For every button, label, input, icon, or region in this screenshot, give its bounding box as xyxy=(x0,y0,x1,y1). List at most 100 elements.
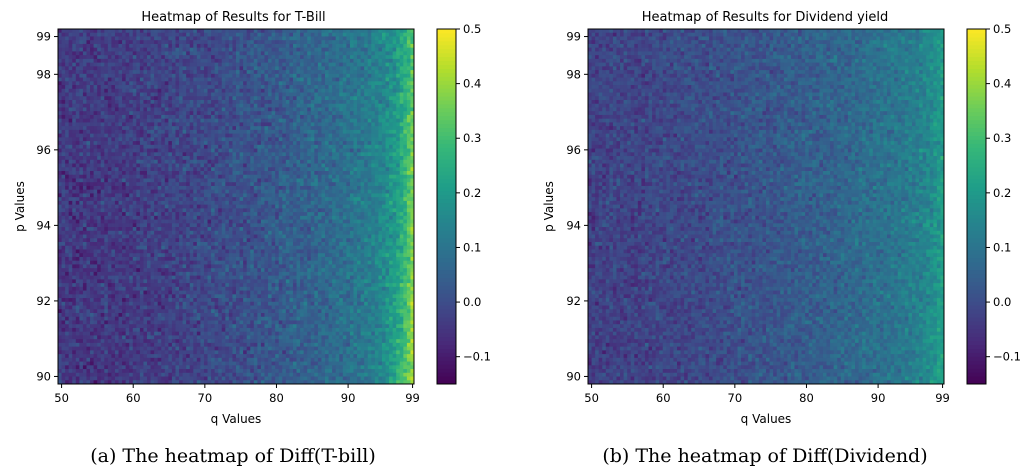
heatmap-cell xyxy=(218,55,223,60)
heatmap-cell xyxy=(325,197,329,202)
heatmap-cell xyxy=(122,47,127,52)
heatmap-cell xyxy=(328,70,333,75)
heatmap-cell xyxy=(104,111,109,116)
heatmap-cell xyxy=(253,96,258,101)
heatmap-cell xyxy=(196,122,201,127)
heatmap-cell xyxy=(253,40,258,45)
heatmap-cell xyxy=(282,58,287,64)
heatmap-cell xyxy=(171,178,176,183)
heatmap-cell xyxy=(164,152,169,157)
heatmap-cell xyxy=(253,88,258,93)
heatmap-cell xyxy=(339,100,344,105)
heatmap-cell xyxy=(282,40,287,45)
heatmap-cell xyxy=(349,144,354,149)
heatmap-cell xyxy=(307,185,312,191)
heatmap-cell xyxy=(175,141,180,146)
heatmap-cell xyxy=(150,85,155,90)
heatmap-cell xyxy=(378,58,383,64)
heatmap-cell xyxy=(221,174,226,179)
heatmap-cell xyxy=(82,208,87,213)
heatmap-cell xyxy=(122,208,127,213)
heatmap-cell xyxy=(118,36,123,41)
heatmap-cell xyxy=(200,85,205,90)
heatmap-cell xyxy=(82,73,87,78)
heatmap-cell xyxy=(342,178,347,183)
heatmap-cell xyxy=(118,197,123,202)
heatmap-cell xyxy=(228,193,233,198)
heatmap-cell xyxy=(82,197,87,202)
heatmap-cell xyxy=(367,70,372,75)
heatmap-cell xyxy=(218,197,223,202)
heatmap-cell xyxy=(189,208,194,213)
heatmap-cell xyxy=(342,133,347,138)
heatmap-cell xyxy=(79,100,84,105)
heatmap-cell xyxy=(292,92,297,97)
heatmap-cell xyxy=(303,29,308,34)
heatmap-cell xyxy=(203,114,208,120)
heatmap-cell xyxy=(367,114,372,120)
heatmap-cell xyxy=(211,100,216,105)
heatmap-cell xyxy=(157,62,162,67)
heatmap-cell xyxy=(175,114,180,120)
heatmap-cell xyxy=(328,62,333,67)
heatmap-cell xyxy=(186,114,191,120)
heatmap-cell xyxy=(93,156,98,161)
heatmap-cell xyxy=(72,189,77,194)
heatmap-cell xyxy=(367,107,372,112)
heatmap-cell xyxy=(218,36,223,41)
heatmap-cell xyxy=(186,156,191,161)
heatmap-cell xyxy=(232,58,237,64)
heatmap-cell xyxy=(189,193,194,198)
heatmap-cell xyxy=(100,185,105,191)
heatmap-cell xyxy=(65,141,70,146)
heatmap-cell xyxy=(228,126,233,131)
heatmap-cell xyxy=(58,70,62,75)
heatmap-cell xyxy=(257,96,262,101)
heatmap-cell xyxy=(193,118,198,123)
heatmap-cell xyxy=(143,171,148,176)
heatmap-cell xyxy=(378,40,383,45)
heatmap-cell xyxy=(200,62,205,67)
heatmap-cell xyxy=(214,163,219,168)
heatmap-cell xyxy=(310,129,315,135)
heatmap-cell xyxy=(182,182,187,187)
heatmap-cell xyxy=(239,148,244,153)
heatmap-cell xyxy=(257,77,262,82)
heatmap-cell xyxy=(150,66,155,71)
heatmap-cell xyxy=(171,55,176,60)
heatmap-cell xyxy=(307,137,312,142)
heatmap-cell xyxy=(82,122,87,127)
heatmap-cell xyxy=(154,62,159,67)
heatmap-cell xyxy=(335,212,340,217)
heatmap-cell xyxy=(275,107,280,112)
heatmap-cell xyxy=(349,103,354,108)
heatmap-cell xyxy=(228,73,233,78)
heatmap-cell xyxy=(253,178,258,183)
heatmap-cell xyxy=(132,111,137,116)
heatmap-cell xyxy=(335,77,340,82)
heatmap-cell xyxy=(136,100,141,105)
heatmap-cell xyxy=(275,167,280,172)
heatmap-cell xyxy=(307,144,312,149)
heatmap-cell xyxy=(371,51,376,56)
heatmap-cell xyxy=(136,55,141,60)
heatmap-cell xyxy=(61,107,66,112)
heatmap-cell xyxy=(164,29,169,34)
heatmap-cell xyxy=(100,137,105,142)
heatmap-cell xyxy=(275,43,280,49)
heatmap-cell xyxy=(143,141,148,146)
heatmap-cell xyxy=(385,70,390,75)
heatmap-cell xyxy=(154,163,159,168)
heatmap-cell xyxy=(321,156,326,161)
heatmap-cell xyxy=(346,77,351,82)
heatmap-cell xyxy=(275,100,280,105)
heatmap-cell xyxy=(179,189,183,194)
heatmap-cell xyxy=(385,111,390,116)
heatmap-cell xyxy=(349,148,354,153)
heatmap-cell xyxy=(86,137,91,142)
heatmap-cell xyxy=(171,171,176,176)
heatmap-cell xyxy=(310,81,315,86)
heatmap-cell xyxy=(203,103,208,108)
heatmap-cell xyxy=(389,178,394,183)
heatmap-cell xyxy=(367,66,372,71)
